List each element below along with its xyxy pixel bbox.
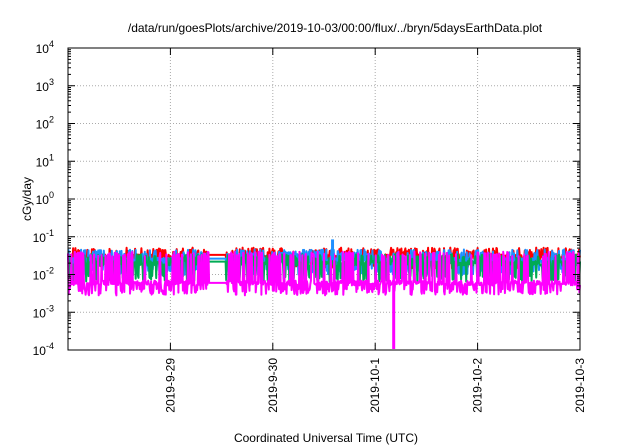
x-tick-label: 2019-9-30 [266,358,280,413]
series-line [67,250,581,297]
y-tick-label: 102 [36,115,54,132]
y-tick-label: 101 [36,152,54,169]
x-tick-label: 2019-10-1 [368,358,382,413]
chart-title: /data/run/goesPlots/archive/2019-10-03/0… [128,21,543,35]
x-tick-label: 2019-10-3 [573,358,587,413]
y-tick-label: 103 [36,77,54,94]
y-tick-label: 10-2 [33,266,54,283]
y-axis-ticks: 10-4 10-3 10-2 10-1 100 101 102 103 104 [33,39,580,358]
series-layer [67,239,581,349]
y-tick-label: 10-1 [33,228,54,245]
x-tick-label: 2019-10-2 [471,358,485,413]
y-tick-label: 104 [36,39,54,56]
grid [68,48,580,350]
x-tick-label: 2019-9-29 [163,358,177,413]
y-tick-label: 10-3 [33,303,54,320]
y-tick-label: 100 [36,190,54,207]
x-axis-ticks: 2019-9-29 2019-9-30 2019-10-1 2019-10-2 2019… [163,48,587,413]
y-axis-label: cGy/day [20,177,34,221]
x-axis-label: Coordinated Universal Time (UTC) [234,431,418,445]
y-tick-label: 10-4 [33,341,54,358]
